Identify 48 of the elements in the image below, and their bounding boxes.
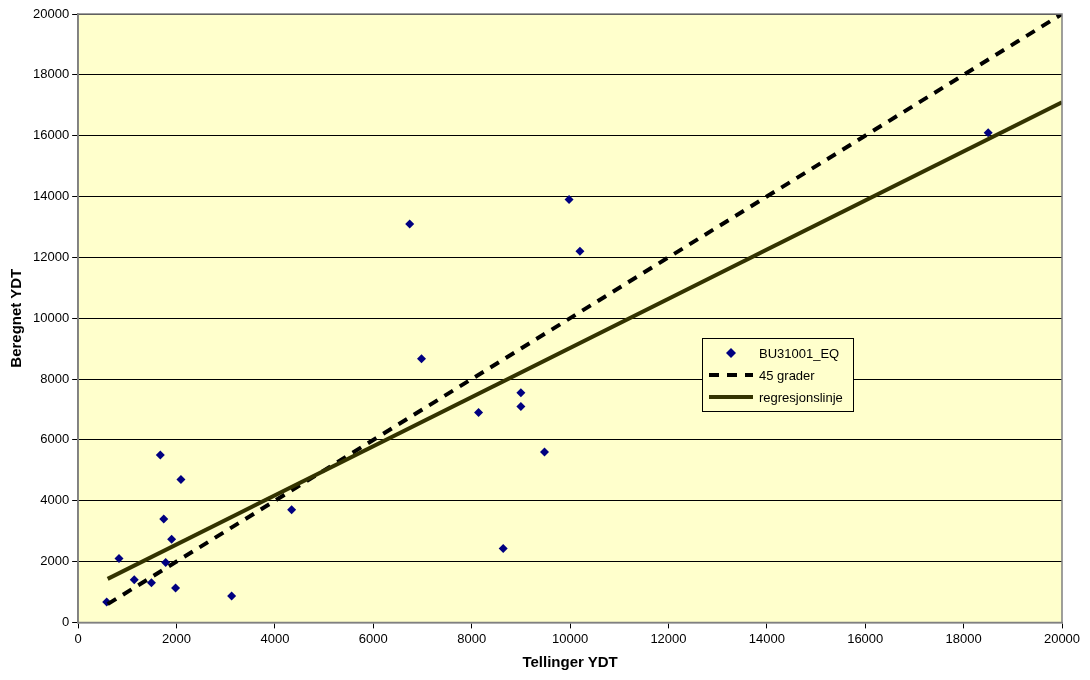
x-tick-label: 18000 — [945, 630, 982, 646]
y-tick-label: 8000 — [40, 370, 70, 386]
point — [227, 591, 237, 601]
point — [516, 388, 526, 398]
x-tick-label: 4000 — [260, 630, 290, 646]
x-tick-label: 12000 — [650, 630, 687, 646]
point — [146, 578, 156, 588]
y-tick-label: 20000 — [32, 5, 70, 21]
legend-label: regresjonslinje — [759, 389, 843, 405]
x-tick-label: 14000 — [748, 630, 785, 646]
point — [159, 514, 169, 524]
legend-label: BU31001_EQ — [759, 345, 840, 361]
point — [474, 408, 484, 417]
x-tick-label: 16000 — [847, 630, 884, 646]
point — [171, 583, 181, 593]
x-tick-label: 0 — [74, 630, 82, 646]
point — [114, 554, 124, 564]
point — [575, 246, 585, 256]
x-tick-label: 8000 — [457, 630, 487, 646]
y-tick-label: 6000 — [40, 431, 70, 447]
point — [564, 195, 574, 205]
y-tick-label: 4000 — [40, 492, 70, 508]
point — [516, 401, 526, 411]
point — [498, 543, 508, 553]
y-tick-label: 2000 — [40, 553, 70, 569]
x-tick-label: 6000 — [358, 630, 388, 646]
point — [983, 128, 993, 138]
y-tick-label: 10000 — [32, 309, 70, 325]
y-axis-title: Beregnet YDT — [7, 268, 25, 368]
y-tick-label: 0 — [61, 613, 70, 629]
x-axis-title: Tellinger YDT — [522, 653, 618, 671]
point — [287, 505, 297, 515]
point — [417, 354, 427, 364]
point — [540, 447, 549, 457]
y-tick-label: 18000 — [32, 66, 70, 82]
point — [155, 450, 165, 460]
point — [129, 575, 139, 585]
point — [161, 557, 171, 567]
legend-label: 45 grader — [759, 367, 815, 383]
x-tick-label: 20000 — [1043, 630, 1081, 646]
point — [176, 474, 186, 484]
x-tick-label: 2000 — [162, 630, 191, 646]
x-tick-label: 10000 — [552, 630, 589, 646]
y-tick-label: 16000 — [32, 127, 70, 143]
y-tick-label: 14000 — [32, 188, 70, 204]
point — [167, 534, 177, 544]
y-tick-label: 12000 — [32, 248, 70, 264]
point — [405, 219, 415, 229]
